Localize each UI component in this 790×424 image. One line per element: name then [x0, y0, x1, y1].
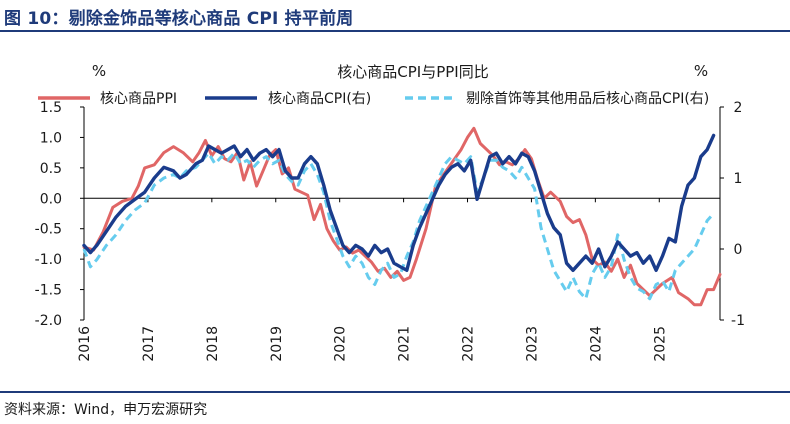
x-tick-label: 2024 — [588, 326, 604, 362]
x-tick-label: 2017 — [141, 326, 157, 362]
legend-label-1: 核心商品CPI(右) — [268, 91, 371, 107]
right-tick-label: -1 — [731, 313, 745, 329]
left-tick-label: -1.0 — [35, 252, 62, 268]
left-tick-label: -0.5 — [35, 222, 62, 238]
left-tick-label: 0.5 — [40, 161, 62, 177]
series-line-0 — [82, 126, 722, 307]
x-tick-label: 2022 — [461, 326, 477, 362]
left-tick-label: 1.0 — [40, 130, 62, 146]
legend-label-0: 核心商品PPI — [100, 91, 177, 107]
footer-divider — [0, 391, 790, 393]
chart-axes: 1.5 1.0 0.5 0.0 -0.5 -1.0 -1.5 -2.0 2 1 0 -1 2016 201… — [35, 100, 745, 362]
left-tick-label: -2.0 — [35, 313, 62, 329]
title-divider — [0, 30, 790, 32]
x-tick-label: 2016 — [77, 326, 93, 362]
chart-title: 核心商品CPI与PPI同比 — [337, 63, 488, 81]
x-tick-label: 2018 — [205, 326, 221, 362]
figure-title: 图 10：剔除金饰品等核心商品 CPI 持平前周 — [4, 9, 354, 29]
chart-series — [82, 126, 722, 307]
source-note: 资料来源：Wind，申万宏源研究 — [4, 402, 208, 418]
x-tick-label: 2025 — [652, 326, 668, 362]
x-tick-label: 2019 — [269, 326, 285, 362]
x-tick-label: 2020 — [333, 326, 349, 362]
right-tick-label: 2 — [734, 100, 743, 116]
chart-legend: 核心商品PPI 核心商品CPI(右) 剔除首饰等其他用品后核心商品CPI(右) — [38, 90, 709, 107]
x-tick-label: 2023 — [524, 326, 540, 362]
chart: 核心商品CPI与PPI同比 % % 核心商品PPI 核心商品CPI(右) 剔除首饰等… — [35, 62, 745, 362]
right-tick-label: 0 — [734, 242, 743, 258]
legend-label-2: 剔除首饰等其他用品后核心商品CPI(右) — [466, 90, 709, 107]
right-axis-unit: % — [694, 62, 708, 80]
left-tick-label: 0.0 — [40, 191, 62, 207]
series-line-1 — [82, 133, 716, 272]
x-tick-label: 2021 — [397, 326, 413, 362]
left-tick-label: -1.5 — [35, 283, 62, 299]
left-tick-label: 1.5 — [40, 100, 62, 116]
left-axis-unit: % — [92, 62, 106, 80]
right-tick-label: 1 — [734, 171, 743, 187]
